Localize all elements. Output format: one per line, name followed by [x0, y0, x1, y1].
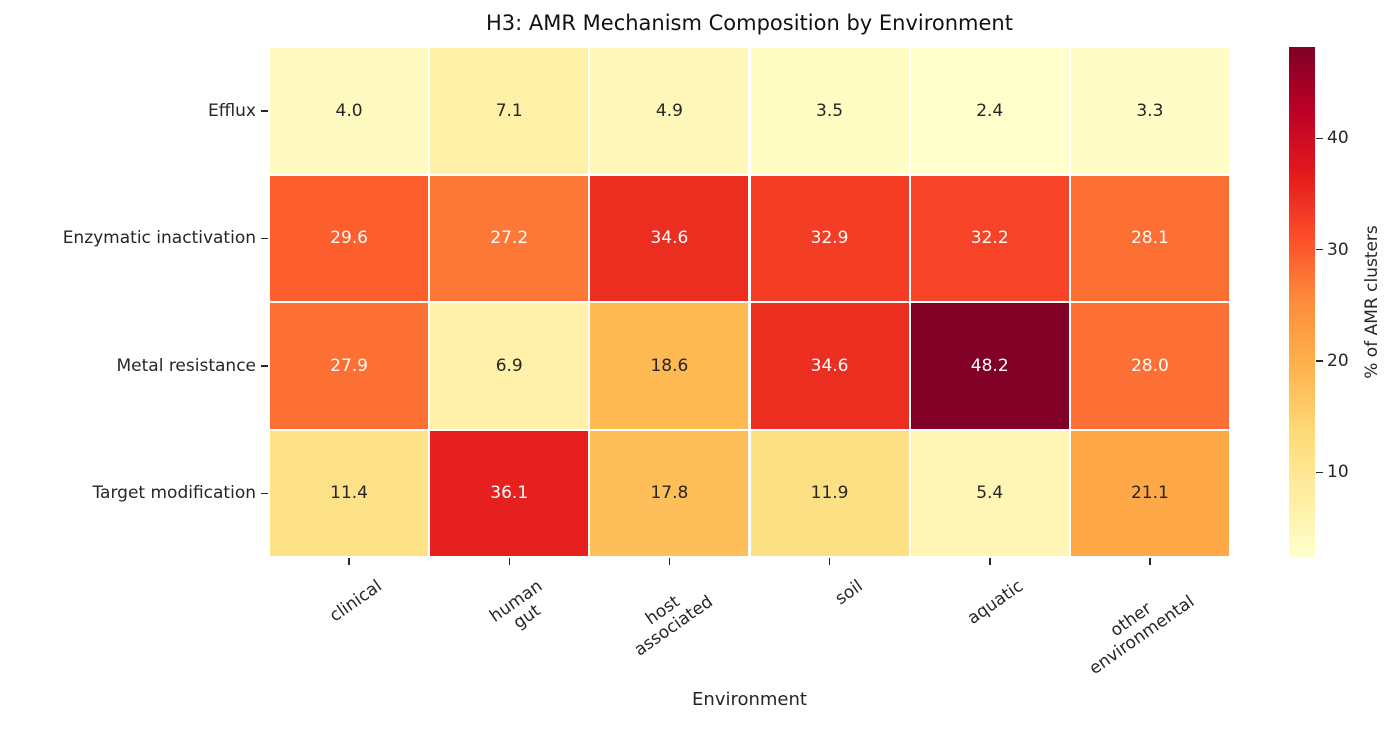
heatmap-cell: 48.2: [909, 302, 1070, 430]
x-tickmark: [668, 558, 671, 565]
y-tickmark: [261, 365, 268, 367]
column-label: other environmental: [1085, 591, 1198, 679]
heatmap-cell: 29.6: [269, 174, 430, 302]
heatmap-cell: 2.4: [909, 47, 1070, 175]
heatmap-cell: 28.1: [1069, 174, 1230, 302]
x-tickmark: [828, 558, 831, 565]
x-tickmark: [348, 558, 350, 565]
heatmap-cell: 6.9: [429, 302, 590, 430]
heatmap-cell: 17.8: [589, 429, 750, 557]
y-tickmark: [261, 237, 268, 239]
x-axis-title: Environment: [692, 689, 807, 710]
heatmap-cell: 27.2: [429, 174, 590, 302]
column-label: host associated: [631, 591, 718, 661]
x-tickmark: [1149, 558, 1151, 565]
colorbar-tick-label: 30: [1327, 239, 1349, 260]
heatmap-cell: 28.0: [1069, 302, 1230, 430]
y-tickmark: [261, 110, 268, 112]
heatmap-cell: 7.1: [429, 47, 590, 175]
colorbar-label: % of AMR clusters: [1362, 225, 1382, 379]
row-label: Metal resistance: [116, 355, 256, 376]
y-tickmark: [261, 492, 268, 494]
heatmap-cell: 34.6: [589, 174, 750, 302]
heatmap-cell: 3.3: [1069, 47, 1230, 175]
colorbar-tickmark: [1316, 248, 1323, 251]
row-label: Efflux: [207, 100, 256, 121]
column-label: clinical: [326, 576, 386, 627]
heatmap-cell: 18.6: [589, 302, 750, 430]
colorbar: [1289, 47, 1315, 557]
heatmap-cell: 4.9: [589, 47, 750, 175]
column-label: soil: [831, 576, 867, 610]
heatmap-cell: 21.1: [1069, 429, 1230, 557]
heatmap-cell: 5.4: [909, 429, 1070, 557]
heatmap-cell: 27.9: [269, 302, 430, 430]
heatmap-cell: 34.6: [749, 302, 910, 430]
colorbar-tickmark: [1316, 360, 1323, 362]
heatmap-grid: 4.0 7.1 4.9 3.5 2.4 3.3 29.6 27.2 34.6 32.9 32.2 28…: [269, 47, 1230, 557]
heatmap-cell: 11.4: [269, 429, 430, 557]
chart-title: H3: AMR Mechanism Composition by Environ…: [486, 11, 1013, 35]
colorbar-tick-label: 20: [1327, 351, 1349, 372]
colorbar-tickmark: [1316, 137, 1323, 140]
heatmap-cell: 32.9: [749, 174, 910, 302]
column-label: aquatic: [963, 576, 1027, 629]
colorbar-tick-label: 10: [1327, 462, 1349, 483]
x-tickmark: [508, 558, 510, 565]
column-label: human gut: [486, 576, 547, 634]
colorbar-tickmark: [1316, 471, 1323, 474]
row-label: Target modification: [92, 483, 256, 504]
heatmap-cell: 4.0: [269, 47, 430, 175]
row-label: Enzymatic inactivation: [62, 228, 256, 249]
x-tickmark: [989, 558, 991, 565]
heatmap-cell: 3.5: [749, 47, 910, 175]
heatmap-cell: 11.9: [749, 429, 910, 557]
heatmap-cell: 32.2: [909, 174, 1070, 302]
colorbar-tick-label: 40: [1327, 128, 1349, 149]
heatmap-cell: 36.1: [429, 429, 590, 557]
